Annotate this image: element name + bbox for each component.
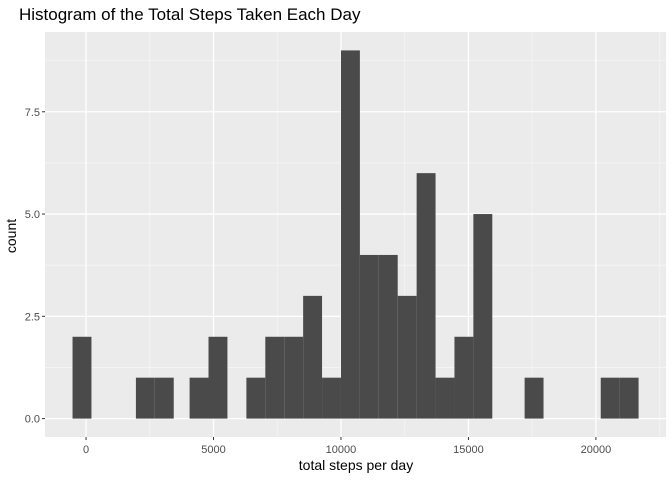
histogram-bar	[135, 377, 155, 419]
histogram-bar	[378, 254, 398, 419]
histogram-bar	[322, 377, 341, 419]
histogram-bar	[340, 50, 360, 419]
x-tick-label: 0	[83, 444, 89, 456]
x-tick-label: 20000	[581, 444, 612, 456]
histogram-bar	[303, 295, 323, 419]
y-tick-label: 5.0	[25, 209, 40, 221]
histogram-bar	[359, 254, 379, 419]
histogram-bar	[208, 336, 228, 419]
chart-title: Histogram of the Total Steps Taken Each …	[19, 5, 361, 24]
y-tick-label: 0.0	[25, 414, 40, 426]
y-tick-label: 7.5	[25, 107, 40, 119]
x-axis: 0 5000 10000 15000 20000	[83, 437, 611, 456]
histogram-bar	[473, 214, 493, 419]
histogram-bar	[454, 336, 474, 419]
y-axis-title: count	[3, 219, 19, 253]
x-tick-label: 5000	[201, 444, 225, 456]
x-axis-title: total steps per day	[299, 457, 413, 473]
histogram-bars	[72, 50, 639, 419]
histogram-bar	[397, 295, 417, 419]
y-axis: 0.0 2.5 5.0 7.5	[25, 107, 45, 426]
histogram-bar	[189, 377, 209, 419]
histogram-bar	[265, 336, 285, 419]
histogram-bar	[600, 377, 620, 419]
y-tick-label: 2.5	[25, 311, 40, 323]
histogram-bar	[524, 377, 544, 419]
histogram-bar	[619, 377, 639, 419]
histogram-bar	[435, 377, 455, 419]
histogram-bar	[72, 336, 92, 419]
histogram-bar	[284, 336, 304, 419]
histogram-bar	[416, 173, 436, 419]
x-tick-label: 15000	[453, 444, 484, 456]
x-tick-label: 10000	[326, 444, 357, 456]
histogram-bar	[246, 377, 266, 419]
histogram-bar	[154, 377, 174, 419]
